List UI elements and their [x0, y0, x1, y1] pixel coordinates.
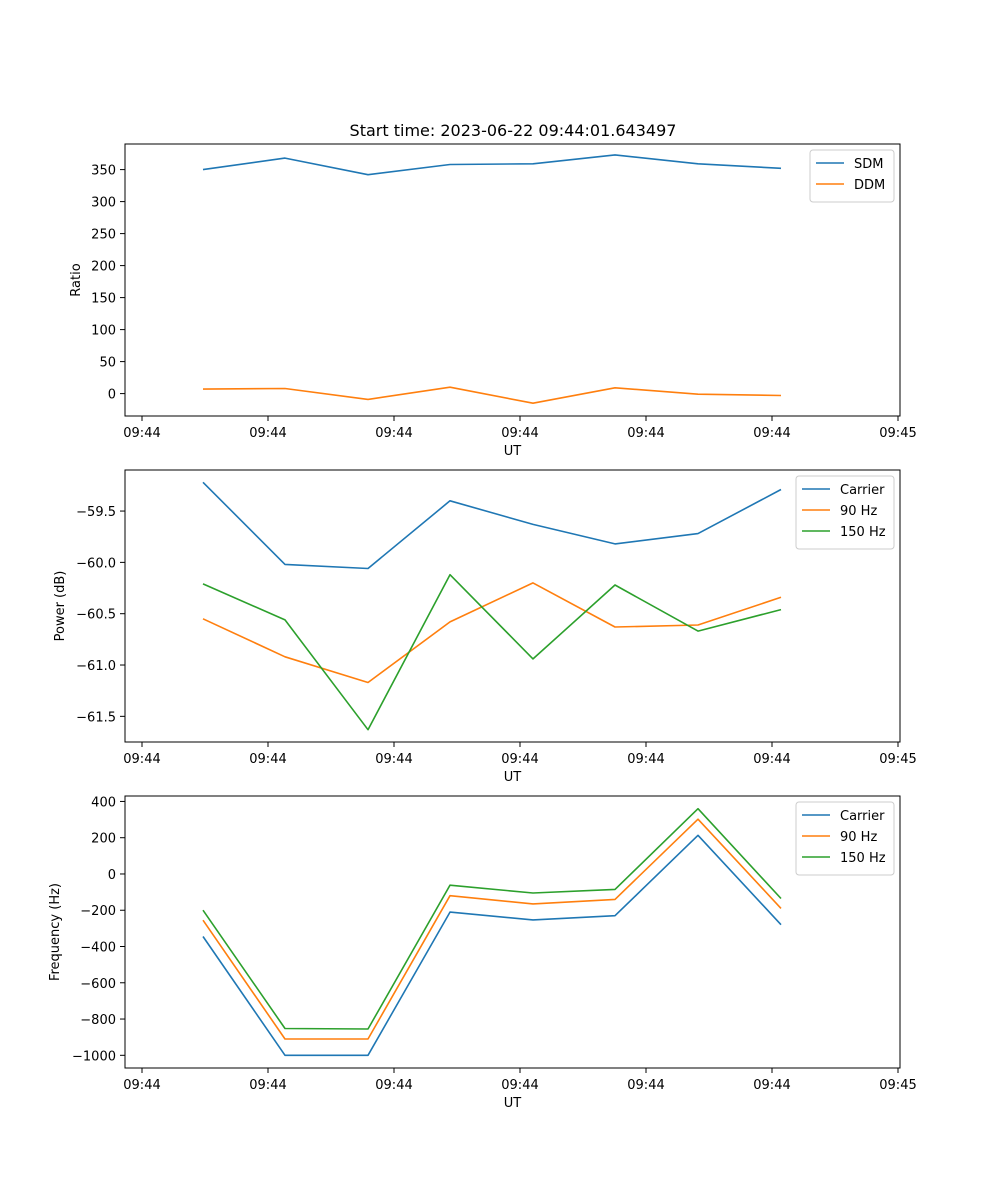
- y-tick-label: 300: [91, 196, 116, 211]
- legend-label: 90 Hz: [840, 504, 877, 519]
- y-tick-label: 50: [99, 356, 116, 371]
- x-tick-label: 09:44: [501, 752, 538, 767]
- plot-frame: [124, 143, 901, 417]
- legend-label: Carrier: [840, 483, 885, 498]
- legend-label: SDM: [854, 157, 883, 172]
- y-tick-label: 150: [91, 292, 116, 307]
- legend-label: 150 Hz: [840, 851, 886, 866]
- y-tick-label: −400: [80, 941, 116, 956]
- plot-frame: [124, 469, 901, 743]
- subplot-1: 09:44 09:44 09:44 09:44 09:44 09:44 09:45 0 50 10…: [69, 143, 917, 459]
- series-line-150-hz: [202, 807, 782, 1030]
- x-axis-label: UT: [504, 1096, 522, 1111]
- series-line-90-hz: [202, 582, 782, 684]
- x-tick-label: 09:44: [753, 1078, 790, 1093]
- x-tick-label: 09:44: [753, 752, 790, 767]
- x-tick-label: 09:45: [879, 752, 916, 767]
- y-tick-label: −800: [80, 1013, 116, 1028]
- y-tick-label: 400: [91, 795, 116, 810]
- y-tick-label: 0: [108, 388, 116, 403]
- y-tick-label: 350: [91, 164, 116, 179]
- chart-title: Start time: 2023-06-22 09:44:01.643497: [350, 121, 677, 140]
- x-tick-label: 09:44: [627, 1078, 664, 1093]
- plot-frame: [124, 795, 901, 1069]
- y-tick-label: −1000: [72, 1049, 116, 1064]
- y-axis-label: Frequency (Hz): [48, 883, 63, 981]
- y-tick-label: −61.0: [76, 659, 116, 674]
- y-axis-label: Ratio: [69, 263, 84, 296]
- x-axis-label: UT: [504, 444, 522, 459]
- y-tick-label: 0: [108, 868, 116, 883]
- subplot-2: 09:44 09:44 09:44 09:44 09:44 09:44 09:45 −61.5…: [53, 469, 917, 785]
- y-tick-label: −59.5: [76, 505, 116, 520]
- series-line-90-hz: [202, 818, 782, 1040]
- x-tick-label: 09:44: [375, 752, 412, 767]
- series-line-sdm: [202, 154, 782, 176]
- x-tick-label: 09:45: [879, 1078, 916, 1093]
- y-tick-label: 100: [91, 324, 116, 339]
- y-tick-label: −60.0: [76, 556, 116, 571]
- x-tick-label: 09:44: [123, 426, 160, 441]
- x-tick-label: 09:44: [375, 426, 412, 441]
- x-tick-label: 09:44: [627, 752, 664, 767]
- y-axis-label: Power (dB): [53, 571, 68, 642]
- series-line-ddm: [202, 386, 782, 405]
- x-tick-label: 09:44: [753, 426, 790, 441]
- x-axis-label: UT: [504, 770, 522, 785]
- legend-label: Carrier: [840, 809, 885, 824]
- x-tick-label: 09:44: [123, 1078, 160, 1093]
- x-tick-label: 09:44: [627, 426, 664, 441]
- x-tick-label: 09:44: [375, 1078, 412, 1093]
- panels: 09:44 09:44 09:44 09:44 09:44 09:44 09:45 0 50 10…: [48, 143, 917, 1111]
- x-tick-label: 09:44: [501, 426, 538, 441]
- series-line-carrier: [202, 834, 782, 1057]
- x-tick-label: 09:44: [501, 1078, 538, 1093]
- x-tick-label: 09:44: [123, 752, 160, 767]
- y-tick-label: −60.5: [76, 608, 116, 623]
- y-tick-label: 200: [91, 260, 116, 275]
- series-line-150-hz: [202, 573, 782, 731]
- y-tick-label: 250: [91, 228, 116, 243]
- y-tick-label: −61.5: [76, 710, 116, 725]
- y-tick-label: −200: [80, 904, 116, 919]
- legend-label: DDM: [854, 178, 885, 193]
- legend-label: 150 Hz: [840, 525, 886, 540]
- y-tick-label: −600: [80, 977, 116, 992]
- subplot-3: 09:44 09:44 09:44 09:44 09:44 09:44 09:45 −1000…: [48, 795, 917, 1111]
- x-tick-label: 09:44: [249, 426, 286, 441]
- x-tick-label: 09:45: [879, 426, 916, 441]
- y-tick-label: 200: [91, 832, 116, 847]
- x-tick-label: 09:44: [249, 1078, 286, 1093]
- x-tick-label: 09:44: [249, 752, 286, 767]
- legend-label: 90 Hz: [840, 830, 877, 845]
- series-line-carrier: [202, 481, 782, 570]
